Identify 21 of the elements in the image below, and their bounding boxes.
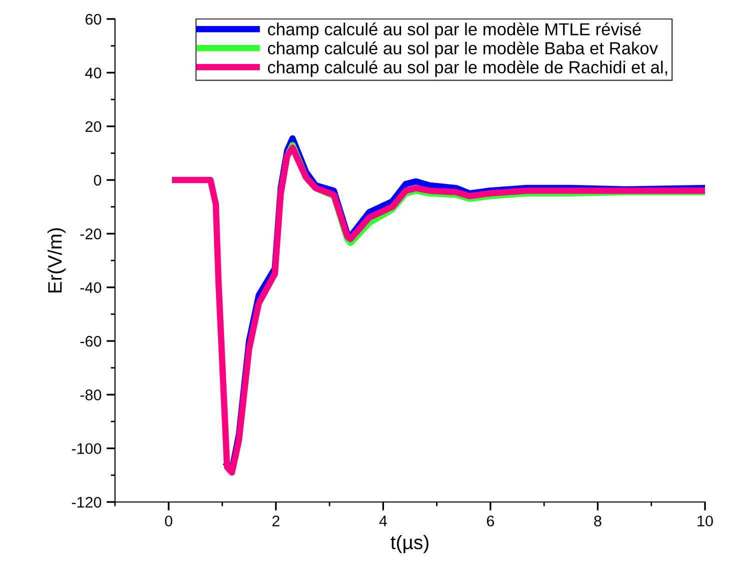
- x-tick-label: 8: [594, 516, 602, 526]
- y-axis-title: Er(V/m): [48, 228, 66, 292]
- x-tick-label: 0: [164, 516, 172, 526]
- y-tick-label: 40: [85, 68, 102, 78]
- x-tick-label: 6: [486, 516, 494, 526]
- legend-label: champ calculé au sol par le modèle Baba et Rakov: [268, 41, 658, 58]
- x-axis-title: t(µs): [390, 534, 428, 554]
- x-tick-label: 4: [379, 516, 387, 526]
- x-tick-label: 10: [698, 516, 713, 526]
- legend-label: champ calculé au sol par le modèle MTLE révisé: [268, 22, 641, 39]
- x-tick-label: 2: [272, 516, 280, 526]
- y-tick-label: -60: [80, 336, 102, 347]
- y-tick-label: 0: [94, 174, 102, 186]
- y-tick-label: -40: [80, 282, 102, 294]
- y-tick-label: -80: [80, 390, 102, 400]
- y-tick-label: -120: [72, 496, 102, 508]
- y-tick-label: 60: [86, 14, 102, 25]
- y-tick-label: 20: [86, 121, 102, 132]
- y-tick-label: -20: [80, 228, 102, 240]
- legend-label: champ calculé au sol par le modèle de Rachidi et al,: [268, 60, 668, 77]
- y-tick-label: -100: [72, 443, 102, 454]
